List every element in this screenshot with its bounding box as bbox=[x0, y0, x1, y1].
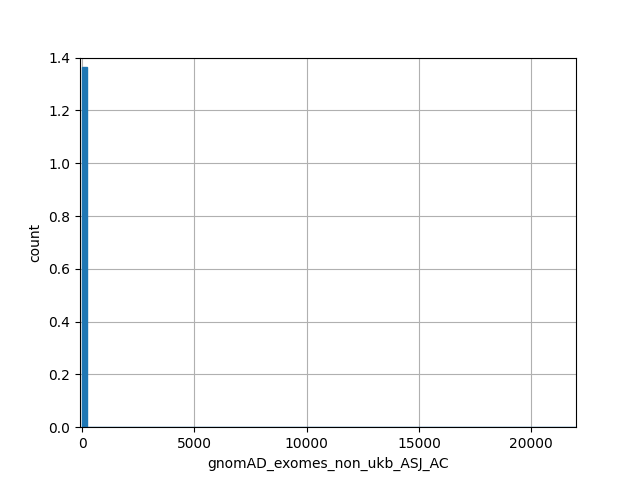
X-axis label: gnomAD_exomes_non_ukb_ASJ_AC: gnomAD_exomes_non_ukb_ASJ_AC bbox=[207, 456, 449, 470]
Bar bbox=[83, 67, 87, 427]
Y-axis label: count: count bbox=[29, 223, 43, 262]
